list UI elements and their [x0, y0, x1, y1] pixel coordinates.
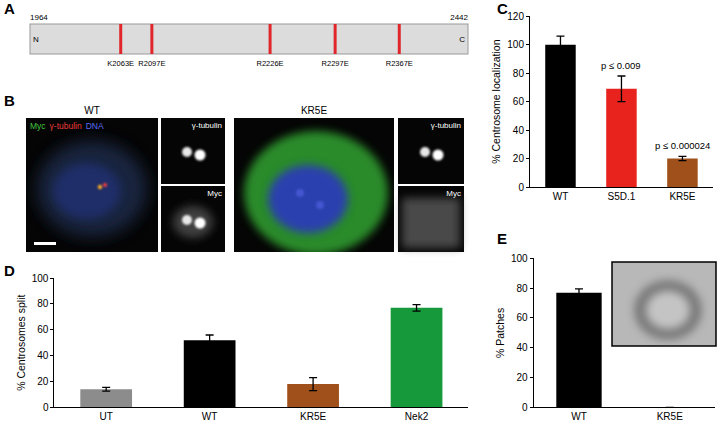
svg-text:D: D [4, 262, 15, 279]
svg-text:% Centrosome localization: % Centrosome localization [490, 39, 502, 163]
svg-text:40: 40 [513, 125, 525, 136]
svg-text:40: 40 [516, 342, 528, 353]
svg-text:E: E [497, 230, 507, 247]
svg-text:100: 100 [32, 273, 49, 284]
svg-text:40: 40 [37, 350, 49, 361]
svg-text:60: 60 [513, 96, 525, 107]
svg-text:p ≤ 0.000024: p ≤ 0.000024 [655, 140, 710, 151]
svg-text:1964: 1964 [30, 13, 48, 22]
svg-text:20: 20 [513, 153, 525, 164]
svg-text:A: A [4, 0, 15, 17]
svg-text:p ≤ 0.009: p ≤ 0.009 [601, 60, 641, 71]
svg-text:80: 80 [37, 298, 49, 309]
svg-text:% Centrosomes split: % Centrosomes split [15, 295, 27, 391]
svg-text:KR5E: KR5E [657, 411, 683, 422]
svg-text:80: 80 [516, 283, 528, 294]
svg-text:100: 100 [511, 253, 528, 264]
svg-text:R2297E: R2297E [322, 59, 349, 68]
svg-text:2442: 2442 [450, 13, 468, 22]
svg-text:0: 0 [43, 402, 49, 413]
svg-text:WT: WT [553, 191, 569, 202]
svg-text:Myc: Myc [446, 189, 461, 198]
svg-text:0: 0 [518, 182, 524, 193]
svg-text:60: 60 [37, 324, 49, 335]
svg-text:60: 60 [516, 312, 528, 323]
svg-text:UT: UT [100, 411, 113, 422]
svg-text:Myc: Myc [207, 189, 222, 198]
svg-text:C: C [497, 0, 508, 17]
svg-text:120: 120 [507, 11, 524, 22]
svg-text:R2367E: R2367E [386, 59, 413, 68]
svg-text:K2063E: K2063E [107, 59, 134, 68]
svg-text:Mycγ-tubulinDNA: Mycγ-tubulinDNA [30, 121, 104, 131]
svg-text:100: 100 [507, 39, 524, 50]
svg-text:γ-tubulin: γ-tubulin [192, 121, 222, 130]
svg-text:% Patches: % Patches [494, 308, 506, 358]
svg-text:WT: WT [571, 411, 587, 422]
svg-text:γ-tubulin: γ-tubulin [431, 121, 461, 130]
svg-text:Nek2: Nek2 [405, 411, 429, 422]
svg-text:0: 0 [522, 402, 528, 413]
svg-text:KR5E: KR5E [669, 191, 695, 202]
svg-text:KR5E: KR5E [300, 411, 326, 422]
svg-text:R2097E: R2097E [138, 59, 165, 68]
svg-text:C: C [459, 35, 465, 44]
svg-text:20: 20 [516, 372, 528, 383]
svg-text:80: 80 [513, 68, 525, 79]
svg-text:WT: WT [84, 105, 100, 116]
svg-text:S5D.1: S5D.1 [608, 191, 636, 202]
svg-text:N: N [33, 35, 39, 44]
svg-text:KR5E: KR5E [301, 105, 327, 116]
svg-text:B: B [4, 92, 15, 109]
svg-text:R2226E: R2226E [257, 59, 284, 68]
svg-text:WT: WT [202, 411, 218, 422]
svg-text:20: 20 [37, 376, 49, 387]
